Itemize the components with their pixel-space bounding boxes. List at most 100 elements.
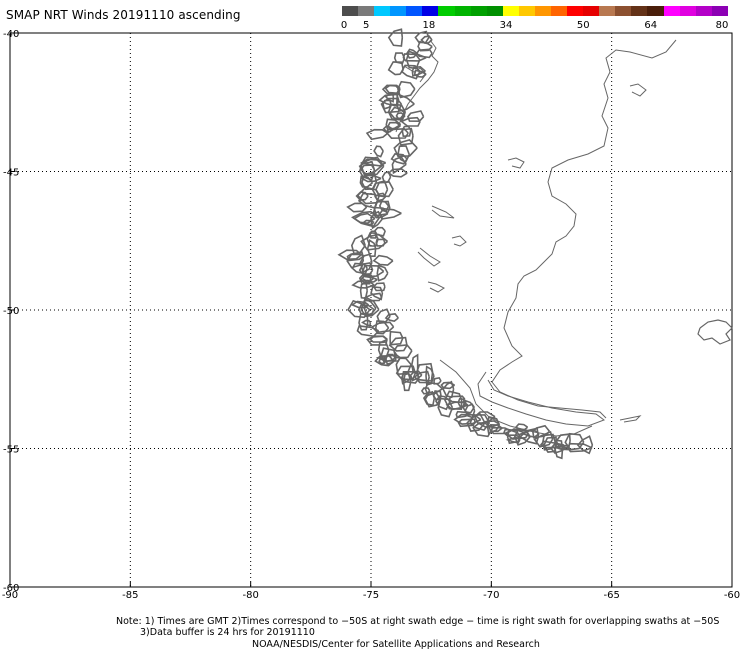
archipelago-island [372, 254, 394, 266]
colorbar-segment [470, 6, 487, 16]
colorbar-segment [567, 6, 584, 16]
map-title: SMAP NRT Winds 20191110 ascending [6, 8, 241, 22]
colorbar-segment [647, 6, 664, 16]
colorbar-segment [518, 6, 535, 16]
archipelago-island [382, 99, 392, 110]
archipelago-island [413, 69, 427, 78]
falkland-islands [697, 319, 733, 345]
archipelago-island [466, 412, 486, 432]
archipelago-island [346, 251, 364, 262]
archipelago-island [440, 381, 456, 390]
archipelago-island [576, 435, 594, 455]
archipelago-island [359, 253, 373, 274]
colorbar-tick-label: 64 [644, 20, 658, 31]
archipelago-island [376, 264, 389, 282]
archipelago-island [395, 365, 417, 381]
archipelago-island [346, 202, 368, 213]
archipelago-island [433, 377, 442, 385]
archipelago-island [478, 420, 500, 428]
archipelago-island [414, 30, 430, 44]
colorbar-segment [358, 6, 375, 16]
northern-coast-detail [403, 65, 427, 83]
colorbar-segment [583, 6, 600, 16]
archipelago-island [424, 391, 441, 408]
lake-outline [629, 83, 647, 97]
longitude-label: -80 [242, 590, 258, 601]
archipelago-island [370, 286, 384, 301]
archipelago-island [455, 410, 471, 419]
colorbar-segment [422, 6, 439, 16]
tierra-del-fuego [477, 371, 606, 427]
lake-outline [417, 247, 441, 267]
archipelago-island [486, 415, 501, 435]
archipelago-island [374, 320, 390, 335]
archipelago-island [374, 354, 395, 367]
archipelago-island [358, 160, 376, 181]
archipelago-island [518, 427, 540, 445]
archipelago-island [424, 381, 443, 397]
longitude-label: -75 [363, 590, 379, 601]
archipelago-island [373, 145, 384, 158]
archipelago-island [350, 300, 370, 309]
archipelago-island [444, 390, 463, 411]
archipelago-island [361, 319, 372, 327]
colorbar-tick-label: 0 [340, 20, 348, 31]
archipelago-island [373, 226, 386, 237]
archipelago-island [384, 313, 399, 322]
colorbar-tick-label: 18 [422, 20, 436, 31]
archipelago-island [387, 28, 404, 47]
archipelago-island [355, 191, 369, 202]
archipelago-island [397, 127, 414, 146]
latitude-label: -50 [3, 306, 19, 317]
colorbar-segment [711, 6, 728, 16]
wind-speed-colorbar [342, 6, 728, 16]
archipelago-island [434, 395, 452, 411]
colorbar-tick-label: 34 [499, 20, 513, 31]
colorbar-segment [454, 6, 471, 16]
archipelago-island [402, 53, 427, 62]
archipelago-island [362, 219, 375, 226]
note-line-2: 3)Data buffer is 24 hrs for 20191110 [140, 627, 315, 638]
archipelago-island [554, 439, 564, 460]
colorbar-segment [599, 6, 616, 16]
archipelago-island [351, 210, 381, 228]
archipelago-island [358, 312, 369, 331]
archipelago-island [513, 428, 531, 446]
longitude-label: -85 [122, 590, 138, 601]
colorbar-segment [438, 6, 455, 16]
lake-outline [507, 157, 525, 169]
archipelago-island [505, 435, 521, 444]
colorbar-segment [534, 6, 552, 16]
longitude-label: -65 [603, 590, 619, 601]
lake-outline [451, 235, 467, 247]
archipelago-island [503, 428, 525, 437]
archipelago-island [566, 442, 593, 453]
colorbar-segment [695, 6, 712, 16]
archipelago-island [351, 279, 375, 289]
archipelago-island [393, 138, 418, 158]
archipelago-island [533, 430, 554, 448]
archipelago-island [365, 128, 389, 141]
colorbar-segment [679, 6, 696, 16]
archipelago-island [389, 106, 406, 120]
colorbar-segment [502, 6, 519, 16]
colorbar-segment [551, 6, 568, 16]
archipelago-island [358, 156, 385, 177]
archipelago-island [389, 330, 404, 346]
archipelago-island [387, 61, 404, 76]
archipelago-island [406, 110, 425, 123]
colorbar-segment [486, 6, 503, 16]
archipelago-island [549, 442, 567, 455]
mainland-east-coast [491, 39, 677, 419]
archipelago-island [366, 335, 388, 346]
northern-coast [395, 39, 439, 133]
archipelago-island [399, 116, 421, 127]
colorbar-segment [663, 6, 680, 16]
archipelago-island [377, 341, 390, 360]
colorbar-segment [406, 6, 423, 16]
colorbar-segment [615, 6, 632, 16]
colorbar-segment [390, 6, 407, 16]
archipelago-island [552, 444, 571, 451]
archipelago-island [366, 238, 377, 258]
